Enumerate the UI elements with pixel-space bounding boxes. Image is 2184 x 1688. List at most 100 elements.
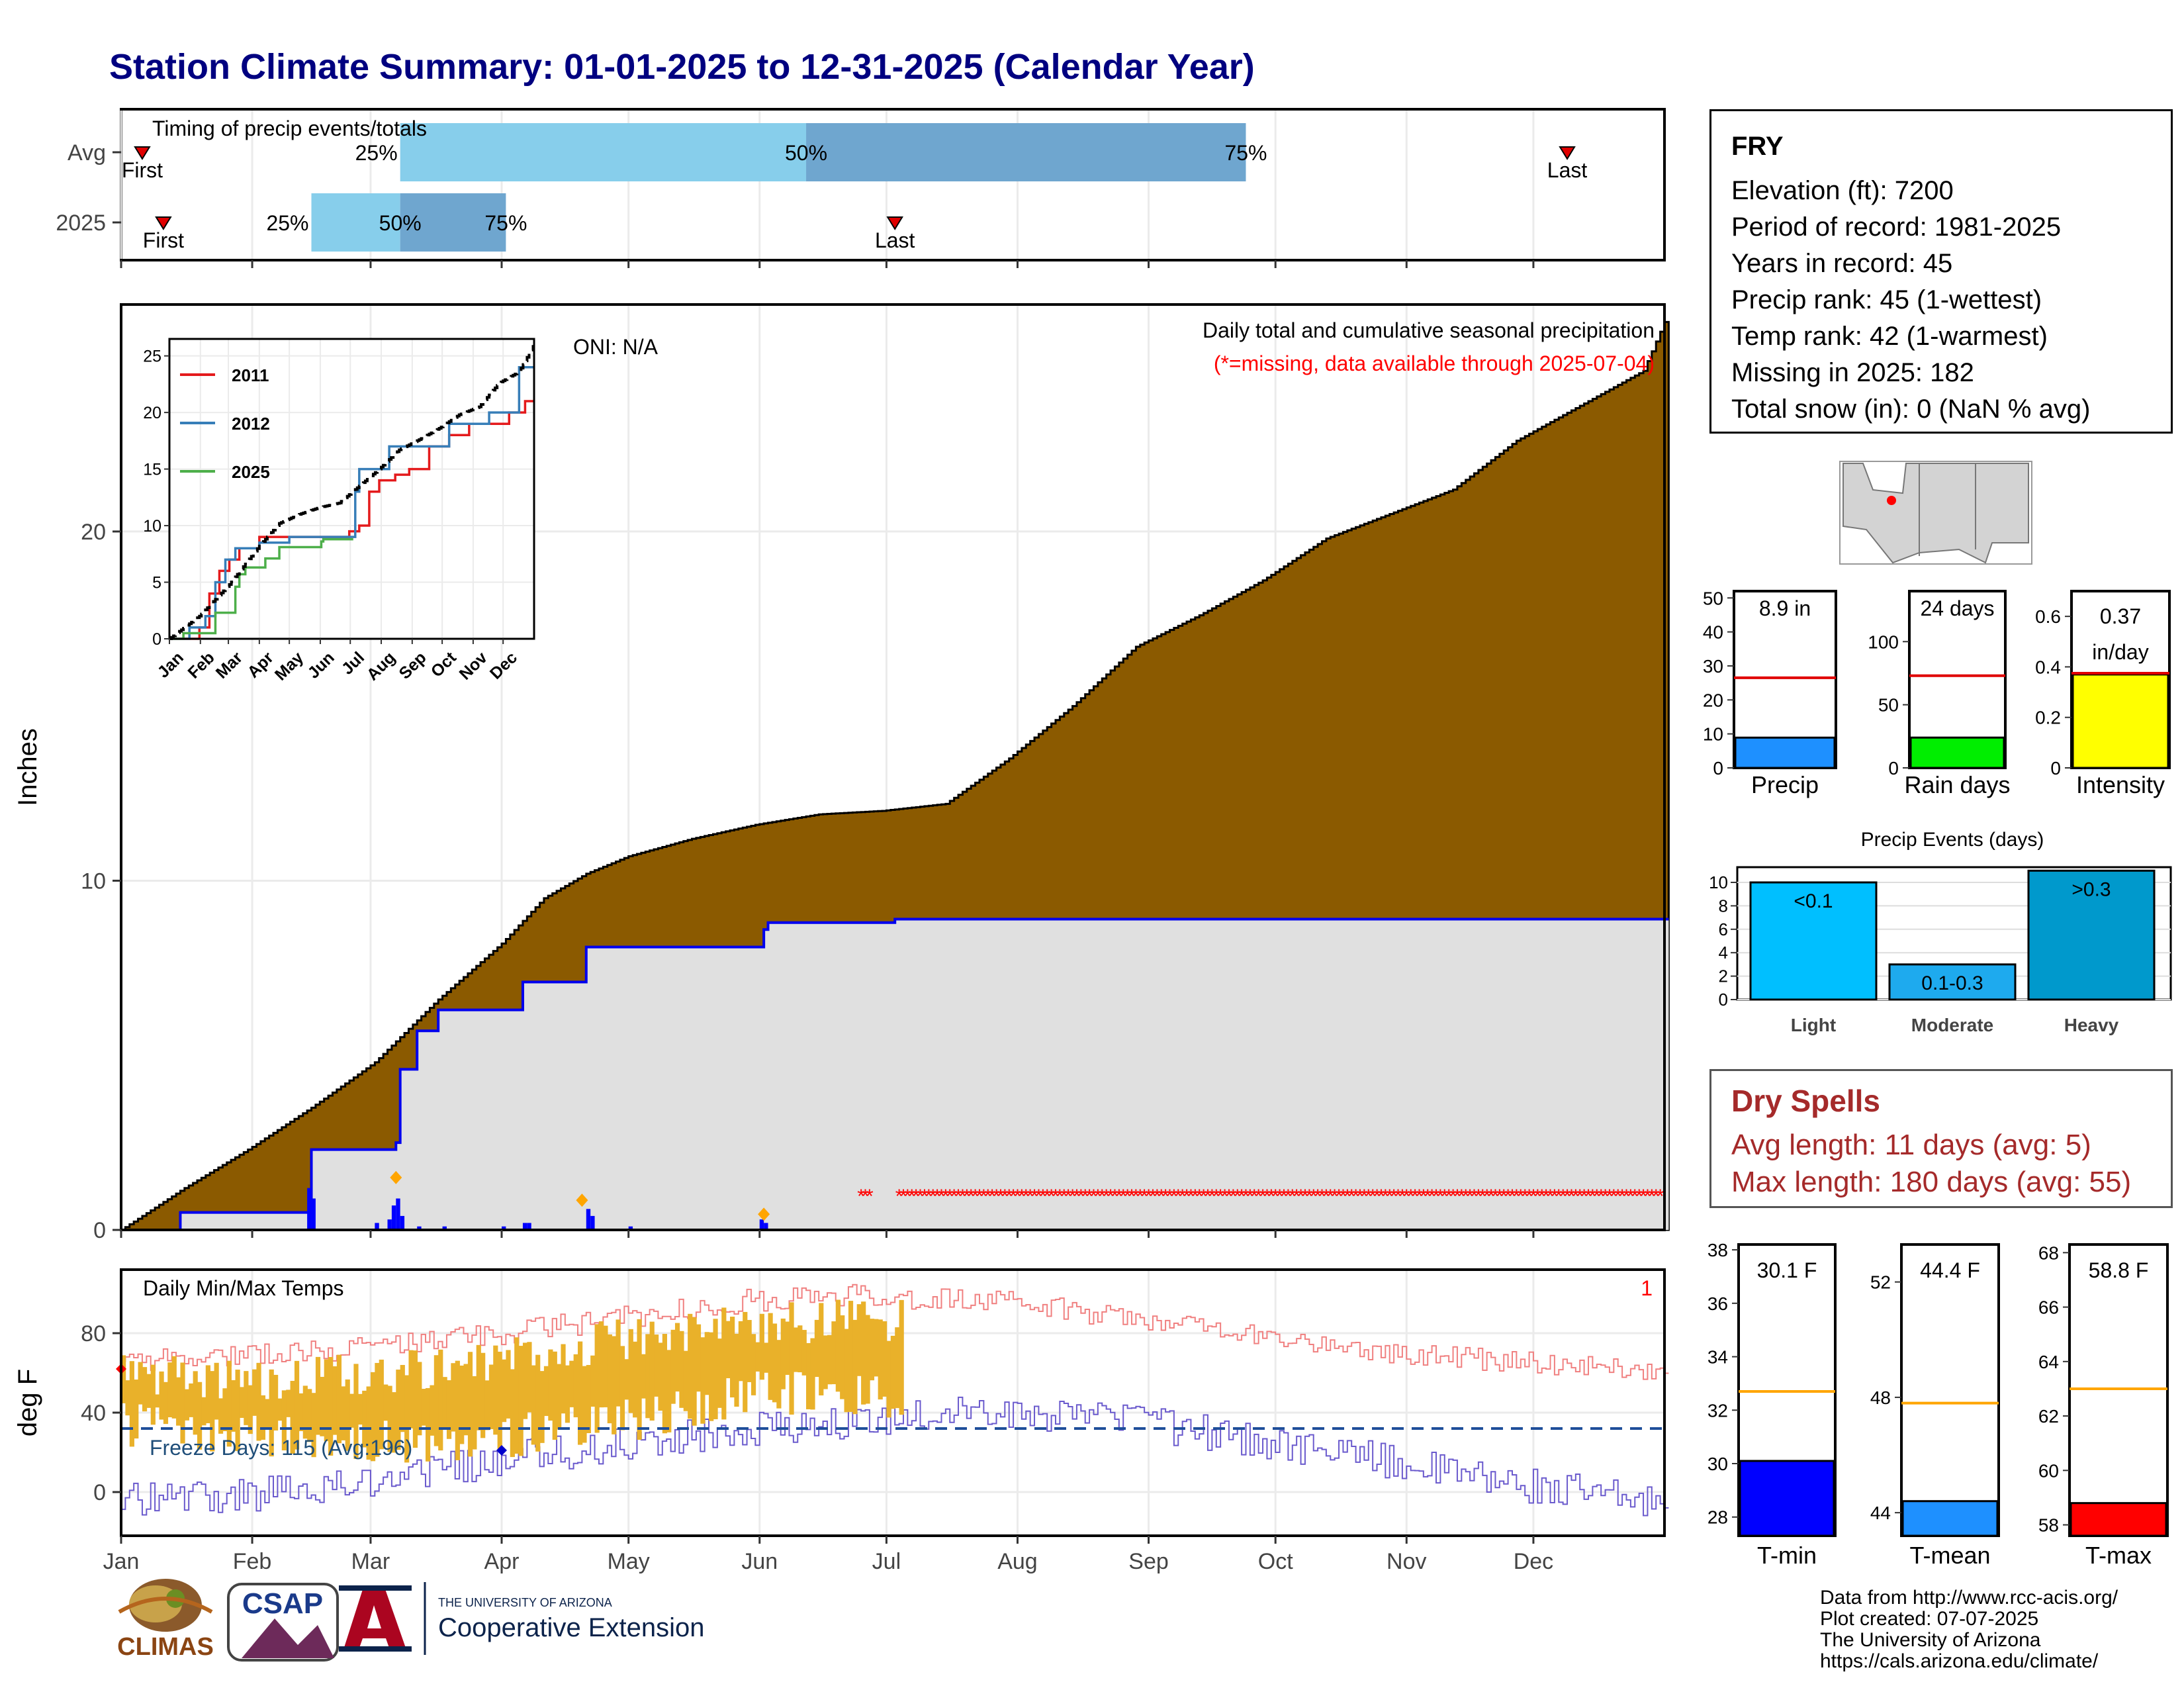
missing-day-star: * [1216,1186,1224,1207]
temp-summary-ytick-label: 44 [1870,1503,1891,1523]
missing-day-star: * [946,1186,954,1207]
daily-temp-bar [294,1360,300,1450]
daily-temp-bar [265,1399,270,1428]
summary-bar-unit: in/day [2092,640,2148,664]
missing-day-star: * [1466,1186,1474,1207]
daily-temp-bar [210,1371,215,1452]
daily-temp-bar [709,1332,714,1421]
footer-source: Data from http://www.rcc-acis.org/ [1820,1587,2118,1609]
freeze-days-label: Freeze Days: 115 (Avg:196) [150,1436,412,1460]
daily-temp-bar [510,1369,515,1458]
missing-day-star: * [1069,1186,1077,1207]
missing-day-star: * [899,1186,907,1207]
daily-temp-bar [725,1321,731,1379]
missing-day-star: * [1064,1186,1072,1207]
dry-spells-box: Dry Spells Avg length: 11 days (avg: 5) … [1709,1069,2173,1208]
missing-day-star: * [976,1186,983,1207]
missing-day-star: * [1411,1186,1419,1207]
daily-precip-bar [307,1188,312,1230]
daily-temp-bar [248,1385,253,1434]
missing-day-star: * [1179,1186,1187,1207]
summary-bar-ytick-label: 0 [1888,758,1899,778]
missing-day-star: * [1238,1186,1246,1207]
summary-bar-value: 8.9 in [1759,596,1811,620]
dry-spells-max: Max length: 180 days (avg: 55) [1731,1166,2132,1198]
temp-summary-label: T-max [2085,1542,2152,1569]
dry-spells-title: Dry Spells [1731,1084,1880,1118]
daily-temp-bar [328,1356,334,1456]
timing-q50-label: 50% [379,211,422,235]
daily-temp-bar [197,1382,203,1450]
daily-temp-bar [176,1377,181,1426]
summary-bar-ytick-label: 10 [1703,724,1723,745]
daily-temp-bar [302,1385,308,1439]
max-precip-marker [758,1207,770,1221]
missing-day-star: * [1441,1186,1449,1207]
region-map-land [1843,463,2029,564]
timing-last-label: Last [1547,158,1588,182]
ua-logo: THE UNIVERSITY OF ARIZONA Cooperative Ex… [339,1582,704,1655]
daily-temp-bar [619,1346,625,1430]
daily-temp-bar [852,1319,858,1415]
precip-events-ytick-label: 2 [1719,966,1728,986]
missing-day-star: * [1631,1186,1639,1207]
missing-day-star: * [1453,1186,1461,1207]
daily-temp-bar [890,1335,895,1409]
timing-row-label: 2025 [56,211,106,236]
temp-ytick-label: 0 [93,1480,106,1505]
daily-temp-bar [835,1299,841,1392]
timing-q25-label: 25% [355,141,398,165]
missing-day-star: * [1618,1186,1626,1207]
timing-first-marker [134,146,151,160]
missing-day-star: * [1500,1186,1508,1207]
daily-temp-bar [442,1377,447,1430]
daily-precip-bar [375,1223,379,1230]
missing-day-star: * [921,1186,929,1207]
ua-logo-ext-text: Cooperative Extension [438,1613,704,1642]
missing-day-star: * [1555,1186,1563,1207]
daily-temp-bar [755,1342,760,1372]
missing-day-star: * [1648,1186,1656,1207]
missing-day-star: * [1547,1186,1555,1207]
temp-summary-bar-t-mean: 44 48 52 44.4 F T-mean [1870,1243,2000,1569]
missing-day-star: * [1492,1186,1500,1207]
daily-temp-bar [286,1389,291,1417]
month-label: Mar [351,1549,390,1574]
missing-day-star: * [1386,1186,1394,1207]
precip-frame [120,303,1666,1231]
missing-day-star: * [1568,1186,1576,1207]
daily-temp-bar [315,1356,321,1435]
station-info-box: FRY Elevation (ft): 7200 Period of recor… [1709,109,2173,434]
daily-precip-bar [590,1215,595,1230]
daily-temp-bar [391,1392,397,1453]
daily-temp-bar [167,1362,173,1418]
daily-temp-bar [713,1319,718,1419]
missing-day-star: * [1449,1186,1457,1207]
footer-credits: Data from http://www.rcc-acis.org/ Plot … [1820,1587,2118,1672]
missing-day-star: * [1652,1186,1660,1207]
missing-day-star: * [1085,1186,1093,1207]
daily-temp-bar [764,1342,769,1373]
daily-temp-bar [692,1317,697,1426]
daily-temp-bar [320,1376,325,1436]
daily-temp-bar [256,1362,261,1441]
missing-day-star: * [1161,1186,1169,1207]
missing-day-star: * [925,1186,933,1207]
summary-bar-ytick-label: 0.4 [2035,657,2061,677]
precip-panel: *** *************************************… [13,303,1670,1243]
missing-day-star: * [1623,1186,1631,1207]
daily-temp-bar [451,1363,456,1432]
missing-day-star: * [1373,1186,1381,1207]
daily-temp-bar [205,1365,210,1424]
summary-bar-label: Rain days [1904,771,2010,798]
timing-q25-label: 25% [266,211,308,235]
missing-day-star: * [1457,1186,1465,1207]
station-location-dot [1887,496,1896,505]
daily-temp-bar [226,1360,232,1447]
daily-precip-bar [502,1226,506,1230]
timing-bar-q50-q75 [806,123,1246,181]
precip-events-ytick-label: 10 [1709,872,1728,892]
daily-precip-bar [387,1219,392,1230]
daily-temp-bar [569,1360,574,1407]
